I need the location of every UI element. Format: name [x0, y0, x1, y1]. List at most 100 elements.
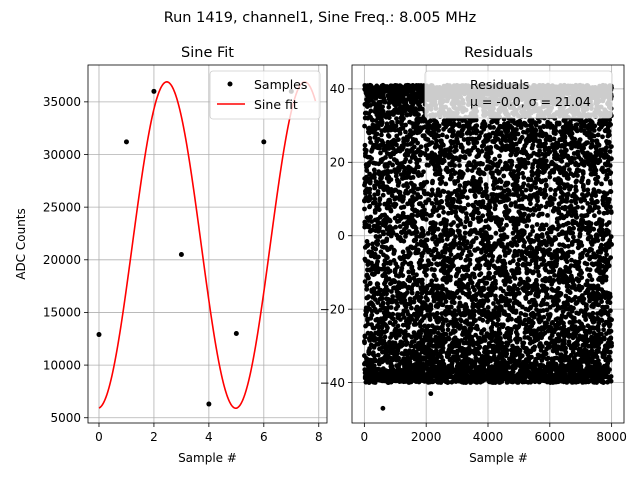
- residual-point: [430, 178, 435, 184]
- residual-point: [488, 211, 494, 217]
- residual-point: [415, 140, 420, 146]
- residual-point: [424, 179, 430, 185]
- residual-point: [482, 338, 488, 343]
- residual-point: [492, 156, 498, 162]
- residual-point: [375, 300, 381, 305]
- residual-point: [485, 305, 491, 310]
- residual-point: [439, 199, 445, 205]
- residual-point: [386, 146, 392, 151]
- residual-point: [366, 224, 372, 230]
- residual-point: [473, 318, 478, 323]
- residual-point: [453, 234, 458, 240]
- residual-point: [421, 232, 426, 238]
- residual-point: [398, 317, 403, 322]
- sine-fit-line: [98, 81, 317, 410]
- residual-point: [441, 158, 447, 164]
- residual-point: [373, 234, 379, 239]
- residual-point: [364, 168, 370, 174]
- residual-point: [433, 277, 439, 283]
- residual-point: [484, 280, 490, 286]
- residual-point: [457, 199, 463, 205]
- residual-point: [510, 258, 516, 264]
- residual-point: [364, 286, 370, 292]
- residual-point: [465, 167, 471, 173]
- residual-point: [363, 148, 369, 153]
- residual-point: [493, 285, 498, 291]
- residual-point: [468, 252, 474, 258]
- residual-point: [462, 230, 468, 236]
- residual-point: [396, 180, 402, 186]
- residual-point: [405, 324, 411, 329]
- residual-point: [498, 179, 504, 185]
- y-tick-label: 30000: [43, 148, 81, 162]
- residual-point: [373, 246, 379, 252]
- residual-point: [401, 204, 407, 210]
- residual-point: [508, 338, 513, 344]
- residual-point: [498, 336, 503, 341]
- sample-point: [233, 331, 239, 336]
- residual-point: [387, 261, 393, 266]
- residual-point: [472, 287, 477, 293]
- residual-point: [462, 155, 468, 161]
- residual-point: [362, 334, 368, 340]
- residual-point: [408, 251, 413, 256]
- residual-point: [472, 274, 477, 280]
- residual-point: [491, 125, 496, 130]
- residual-point: [504, 347, 510, 353]
- residual-point: [444, 318, 449, 323]
- residual-point: [488, 145, 493, 150]
- residual-point: [481, 287, 487, 292]
- residual-point: [362, 340, 367, 346]
- residual-point: [418, 194, 423, 200]
- residual-point: [408, 343, 414, 349]
- residual-point: [440, 205, 446, 211]
- residual-point: [366, 351, 372, 357]
- residual-point: [444, 218, 449, 224]
- residual-point: [474, 140, 480, 145]
- residual-point: [369, 227, 375, 233]
- residual-point: [403, 122, 408, 128]
- residual-point: [434, 310, 440, 316]
- residual-point: [481, 327, 487, 333]
- residual-point: [388, 169, 394, 175]
- residual-point: [453, 312, 459, 317]
- x-tick-label: 6: [260, 430, 268, 444]
- residual-point: [462, 206, 468, 211]
- residual-point: [440, 132, 445, 138]
- residual-point: [406, 269, 412, 275]
- residual-point: [413, 321, 419, 327]
- residual-point: [459, 132, 465, 138]
- legend-fit-label: Sine fit: [254, 97, 298, 112]
- residual-point: [458, 221, 464, 227]
- residual-point: [377, 234, 383, 239]
- residual-point: [432, 267, 437, 273]
- residual-point: [390, 146, 396, 152]
- residual-point: [415, 247, 421, 253]
- residual-point: [505, 180, 511, 186]
- residual-point: [382, 99, 388, 105]
- residual-point: [437, 193, 443, 199]
- residual-point: [501, 173, 507, 179]
- residual-point: [378, 150, 383, 156]
- residual-point: [411, 190, 417, 195]
- residual-point: [389, 193, 395, 199]
- y-tick-label: 25000: [43, 200, 81, 214]
- residual-point: [385, 287, 390, 293]
- residual-point: [436, 123, 442, 129]
- residual-point: [512, 136, 518, 142]
- x-tick-label: 4: [205, 430, 213, 444]
- residual-point: [410, 213, 416, 218]
- residual-point: [506, 208, 512, 214]
- residual-point: [456, 268, 462, 274]
- residual-point: [408, 260, 414, 266]
- residual-point: [485, 298, 491, 303]
- residual-point: [451, 220, 456, 225]
- residual-point: [491, 301, 496, 306]
- residual-point: [369, 156, 374, 162]
- residual-point: [418, 295, 424, 300]
- residual-point: [384, 236, 390, 242]
- residual-point: [385, 325, 390, 331]
- residual-point: [411, 339, 417, 344]
- residual-point: [472, 194, 478, 200]
- residual-point: [419, 277, 425, 283]
